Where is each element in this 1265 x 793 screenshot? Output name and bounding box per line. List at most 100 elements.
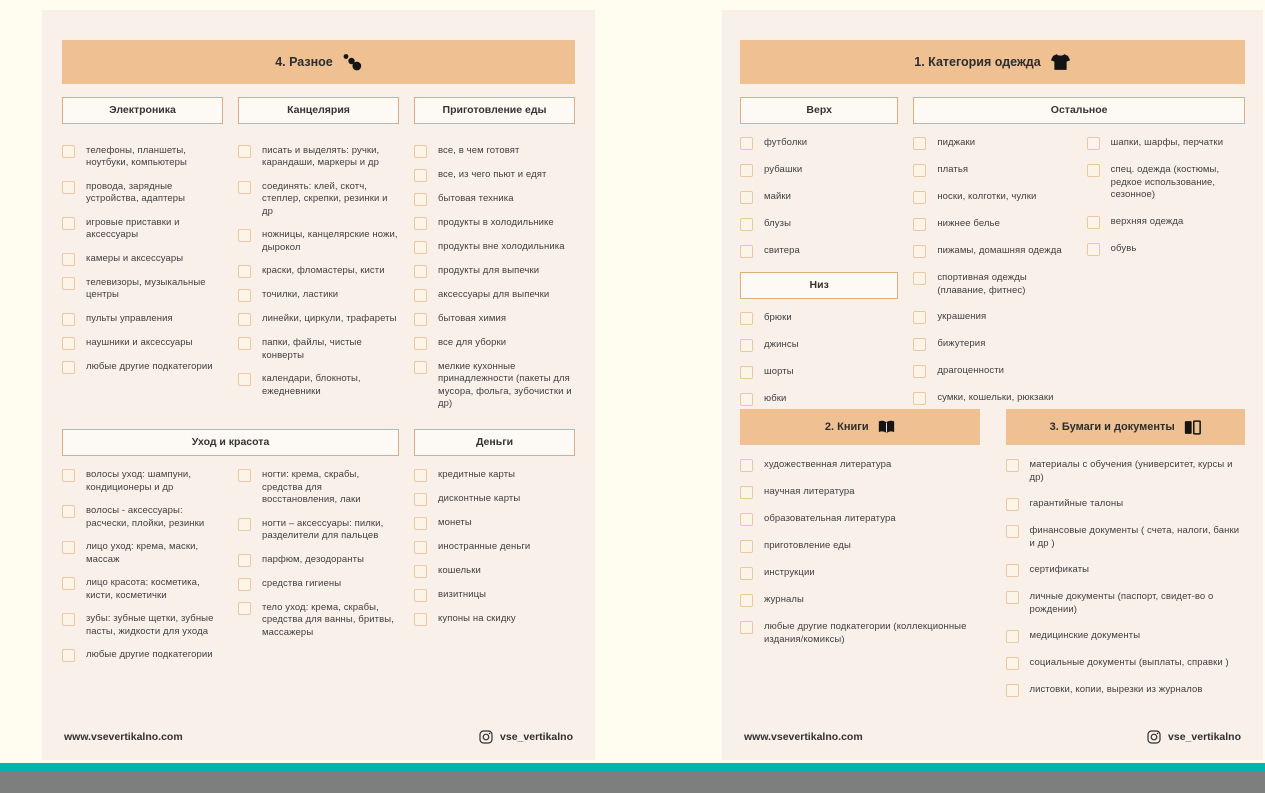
checkbox[interactable] bbox=[62, 180, 75, 194]
checkbox[interactable] bbox=[62, 312, 75, 326]
checkbox[interactable] bbox=[740, 393, 753, 406]
checkbox[interactable] bbox=[740, 245, 753, 258]
checkbox[interactable] bbox=[414, 216, 427, 230]
checkbox[interactable] bbox=[740, 540, 753, 553]
checkbox[interactable] bbox=[414, 312, 427, 326]
checkbox[interactable] bbox=[414, 336, 427, 350]
checkbox[interactable] bbox=[1005, 657, 1019, 670]
checkbox[interactable] bbox=[414, 493, 427, 506]
checkbox[interactable] bbox=[740, 137, 753, 150]
checkbox[interactable] bbox=[740, 164, 753, 177]
checkbox[interactable] bbox=[740, 191, 753, 204]
checkbox[interactable] bbox=[62, 649, 75, 662]
books-column: 2. Книги художественная литература научна… bbox=[740, 409, 980, 711]
checkbox[interactable] bbox=[1005, 525, 1019, 538]
checkbox[interactable] bbox=[238, 577, 251, 591]
checkbox[interactable] bbox=[913, 245, 927, 258]
checkbox[interactable] bbox=[414, 589, 427, 602]
checkbox[interactable] bbox=[62, 276, 75, 290]
checkbox[interactable] bbox=[913, 218, 927, 231]
checkbox[interactable] bbox=[414, 192, 427, 206]
checkbox[interactable] bbox=[414, 517, 427, 530]
checklist-item: носки, колготки, чулки bbox=[913, 191, 1071, 204]
checklist-item: шорты bbox=[740, 366, 898, 379]
checklist-item-label: иностранные деньги bbox=[438, 541, 531, 552]
checkbox[interactable] bbox=[1086, 215, 1100, 229]
checklist-item-label: бытовая техника bbox=[438, 192, 514, 204]
checkbox[interactable] bbox=[238, 289, 251, 302]
checkbox[interactable] bbox=[238, 229, 251, 242]
checkbox[interactable] bbox=[62, 336, 75, 350]
checkbox[interactable] bbox=[414, 541, 427, 554]
checkbox[interactable] bbox=[740, 459, 753, 472]
checkbox[interactable] bbox=[238, 373, 251, 386]
checkbox[interactable] bbox=[1005, 498, 1019, 511]
checkbox[interactable] bbox=[62, 252, 75, 266]
checklist-item: лицо красота: косметика, кисти, косметич… bbox=[62, 577, 223, 602]
checkbox[interactable] bbox=[913, 365, 927, 378]
checklist-item-label: ногти: крема, скрабы, средства для восст… bbox=[262, 469, 361, 505]
checkbox[interactable] bbox=[62, 469, 75, 482]
checklist-item-label: шорты bbox=[764, 366, 794, 377]
checkbox[interactable] bbox=[740, 312, 753, 325]
checkbox[interactable] bbox=[238, 313, 251, 326]
checkbox[interactable] bbox=[414, 288, 427, 302]
checkbox[interactable] bbox=[1005, 459, 1019, 472]
checkbox[interactable] bbox=[238, 469, 251, 482]
checkbox[interactable] bbox=[238, 337, 251, 350]
checkbox[interactable] bbox=[414, 613, 427, 626]
checkbox[interactable] bbox=[1005, 564, 1019, 577]
checkbox[interactable] bbox=[740, 366, 753, 379]
checkbox[interactable] bbox=[913, 137, 927, 150]
checkbox[interactable] bbox=[62, 505, 75, 518]
checkbox[interactable] bbox=[913, 338, 927, 351]
checkbox[interactable] bbox=[414, 168, 427, 182]
checkbox[interactable] bbox=[414, 240, 427, 254]
checkbox[interactable] bbox=[62, 360, 75, 374]
checkbox[interactable] bbox=[414, 565, 427, 578]
checkbox[interactable] bbox=[740, 594, 753, 607]
checkbox[interactable] bbox=[238, 601, 251, 615]
checklist-item-label: личные документы (паспорт, свидет-во о р… bbox=[1029, 591, 1214, 615]
checkbox[interactable] bbox=[62, 216, 75, 230]
checkbox[interactable] bbox=[238, 553, 251, 567]
checklist-item-label: бижутерия bbox=[937, 338, 986, 349]
checkbox[interactable] bbox=[62, 541, 75, 554]
checkbox[interactable] bbox=[913, 191, 927, 204]
checkbox[interactable] bbox=[62, 577, 75, 590]
checklist-item: зубы: зубные щетки, зубные пасты, жидкос… bbox=[62, 613, 223, 638]
checkbox[interactable] bbox=[913, 392, 927, 405]
checkbox[interactable] bbox=[238, 144, 251, 158]
checkbox[interactable] bbox=[238, 517, 251, 531]
checkbox[interactable] bbox=[62, 613, 75, 626]
checkbox[interactable] bbox=[62, 144, 75, 158]
checkbox[interactable] bbox=[740, 567, 753, 580]
checklist-item-label: шапки, шарфы, перчатки bbox=[1110, 137, 1224, 148]
checkbox[interactable] bbox=[740, 339, 753, 352]
checklist-item-label: зубы: зубные щетки, зубные пасты, жидкос… bbox=[86, 613, 214, 637]
checkbox[interactable] bbox=[414, 469, 427, 482]
checkbox[interactable] bbox=[1086, 137, 1100, 150]
checkbox[interactable] bbox=[740, 621, 753, 634]
checkbox[interactable] bbox=[1086, 164, 1100, 177]
checkbox[interactable] bbox=[414, 264, 427, 278]
checklist-item-label: свитера bbox=[764, 245, 800, 256]
checkbox[interactable] bbox=[414, 144, 427, 158]
checkbox[interactable] bbox=[740, 218, 753, 231]
checklist-item: блузы bbox=[740, 218, 898, 231]
checkbox[interactable] bbox=[238, 180, 251, 194]
checkbox[interactable] bbox=[238, 265, 251, 278]
checkbox[interactable] bbox=[913, 272, 927, 285]
checklist-item: спортивная одежды (плавание, фитнес) bbox=[913, 272, 1071, 297]
checkbox[interactable] bbox=[414, 360, 427, 374]
checkbox[interactable] bbox=[913, 164, 927, 177]
checklist-item: личные документы (паспорт, свидет-во о р… bbox=[1005, 591, 1246, 616]
checkbox[interactable] bbox=[740, 486, 753, 499]
checkbox[interactable] bbox=[1005, 684, 1019, 697]
checkbox[interactable] bbox=[1005, 630, 1019, 643]
checkbox[interactable] bbox=[1005, 591, 1019, 604]
checkbox[interactable] bbox=[913, 311, 927, 324]
checkbox[interactable] bbox=[740, 513, 753, 526]
checklist-item: все, из чего пьют и едят bbox=[414, 168, 575, 182]
checkbox[interactable] bbox=[1086, 242, 1100, 256]
